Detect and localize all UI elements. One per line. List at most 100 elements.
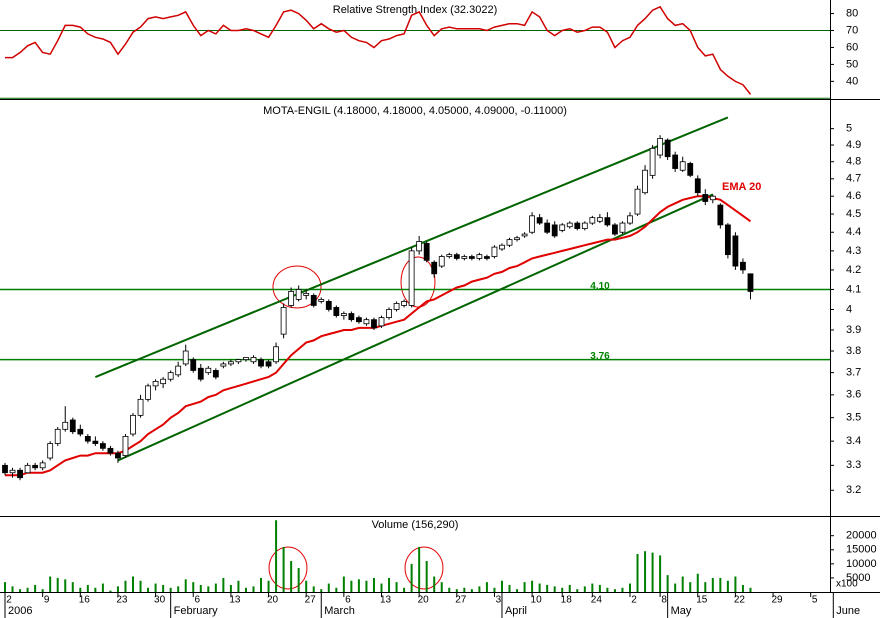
volume-bar xyxy=(11,586,14,592)
price-title: MOTA-ENGIL (4.18000, 4.18000, 4.05000, 4… xyxy=(263,105,567,117)
highlight-circle xyxy=(268,546,308,590)
candle-body xyxy=(333,307,340,316)
candle-body xyxy=(521,233,528,237)
candle-body xyxy=(137,398,144,416)
volume-bar xyxy=(79,587,82,592)
candle-body xyxy=(160,378,167,385)
candle-body xyxy=(235,359,242,363)
volume-bar xyxy=(576,589,579,592)
volume-bar xyxy=(109,590,112,592)
y-tick-label: 4.1 xyxy=(846,283,861,295)
volume-bar xyxy=(260,577,263,592)
month-label: April xyxy=(505,605,527,617)
candle-body xyxy=(371,319,377,329)
candle-body xyxy=(152,381,159,387)
y-tick-label: 4.9 xyxy=(846,139,861,151)
volume-bar xyxy=(327,583,330,592)
month-label: June xyxy=(836,605,860,617)
candle-body xyxy=(604,217,611,226)
volume-bar xyxy=(116,586,119,592)
volume-bar xyxy=(598,584,601,592)
candle-body xyxy=(393,303,400,310)
y-tick-label: 3.9 xyxy=(846,324,861,336)
candle-body xyxy=(476,254,483,259)
y-tick-label: 4.7 xyxy=(846,173,861,185)
volume-bar xyxy=(704,582,707,592)
candle-body xyxy=(649,147,656,176)
volume-bar xyxy=(470,589,473,592)
candle-body xyxy=(679,161,686,171)
volume-bar xyxy=(19,589,22,592)
candle-body xyxy=(197,367,204,380)
volume-bar xyxy=(433,576,436,592)
candle-body xyxy=(84,435,91,442)
candle-body xyxy=(348,313,355,321)
candle-body xyxy=(740,261,746,271)
month-label: February xyxy=(174,605,219,617)
candle-body xyxy=(491,246,498,257)
candle-body xyxy=(612,224,618,235)
candle-body xyxy=(145,385,151,400)
volume-bar xyxy=(147,587,150,592)
ema-line xyxy=(5,195,752,477)
candle-body xyxy=(566,222,573,228)
candle-body xyxy=(167,372,174,380)
candle-body xyxy=(92,440,99,444)
volume-bar xyxy=(689,582,692,592)
volume-bar xyxy=(749,587,752,592)
volume-bar xyxy=(516,589,519,592)
volume-bar xyxy=(335,587,338,592)
x-tick-label: 23 xyxy=(116,595,128,606)
candle-body xyxy=(32,464,39,469)
y-tick-label: 10000 xyxy=(846,558,877,570)
candle-body xyxy=(273,346,279,363)
candle-body xyxy=(99,443,106,449)
volume-bar xyxy=(372,577,375,592)
x-tick-label: 8 xyxy=(661,595,667,606)
volume-bar xyxy=(674,583,677,592)
x-tick-label: 6 xyxy=(194,595,200,606)
month-label: March xyxy=(324,605,355,617)
volume-bar xyxy=(199,584,202,592)
volume-title: Volume (156,290) xyxy=(372,519,459,531)
volume-bar xyxy=(583,586,586,592)
y-tick-label: 50 xyxy=(846,58,858,70)
candle-body xyxy=(130,414,136,435)
volume-bar xyxy=(350,580,353,592)
candle-body xyxy=(694,178,701,194)
candle-body xyxy=(69,419,76,433)
candle-body xyxy=(642,169,648,194)
x-tick-label: 2 xyxy=(631,595,637,606)
y-tick-label: 20000 xyxy=(846,530,877,542)
x-tick-label: 20 xyxy=(418,595,430,606)
candle-body xyxy=(702,194,709,202)
volume-bar xyxy=(222,577,225,592)
month-label: May xyxy=(671,605,692,617)
y-tick-label: 3.4 xyxy=(846,435,861,447)
volume-bar xyxy=(41,589,44,592)
volume-bar xyxy=(531,580,534,592)
volume-bar xyxy=(561,587,564,592)
x-tick-label: 6 xyxy=(345,595,351,606)
volume-bar xyxy=(651,552,654,592)
volume-bar xyxy=(71,582,74,592)
candle-body xyxy=(310,295,317,306)
volume-bar xyxy=(591,583,594,592)
candle-body xyxy=(122,435,129,456)
candle-body xyxy=(190,359,197,371)
y-tick-label: 4.3 xyxy=(846,245,861,257)
candle-body xyxy=(529,215,535,233)
volume-bar xyxy=(478,586,481,592)
x-tick-label: 30 xyxy=(154,595,166,606)
volume-bar xyxy=(523,582,526,592)
candle-body xyxy=(220,363,227,367)
volume-bar xyxy=(282,546,285,592)
x-tick-label: 2 xyxy=(6,595,12,606)
volume-bar xyxy=(342,576,345,592)
candle-body xyxy=(212,370,219,378)
x-tick-label: 27 xyxy=(305,595,317,606)
candle-body xyxy=(2,464,8,474)
rsi-title: Relative Strength Index (32.3022) xyxy=(333,4,498,16)
highlight-circle xyxy=(272,265,322,309)
volume-bar xyxy=(448,587,451,592)
